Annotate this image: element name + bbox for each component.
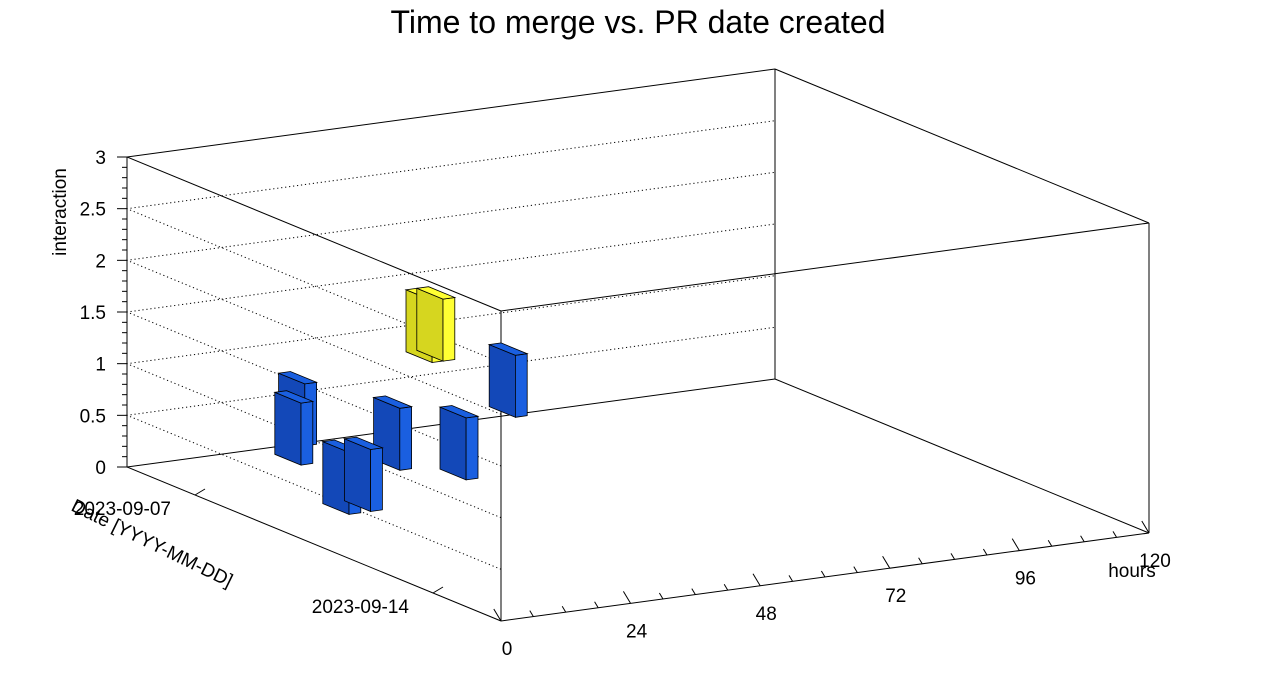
bar-side (488, 344, 516, 418)
z-axis-title: interaction (50, 168, 71, 256)
bar (273, 390, 315, 466)
x-tick (529, 610, 534, 617)
bar-front (300, 400, 314, 466)
bar-front (465, 415, 479, 481)
x-tick (1047, 539, 1053, 547)
axis-ticks (117, 156, 1150, 622)
x-tick-label: 48 (756, 604, 777, 625)
x-tick (1112, 531, 1118, 538)
x-tick (950, 553, 956, 560)
z-tick-label: 1.5 (80, 303, 106, 324)
bar-front (370, 447, 383, 512)
z-tick-label: 0 (95, 458, 106, 479)
x-tick (1080, 535, 1085, 543)
bar-top (342, 436, 384, 450)
bar-top (415, 286, 457, 300)
frame-edge (500, 222, 1150, 312)
x-tick (691, 588, 696, 595)
x-tick-label: 72 (885, 586, 906, 607)
frame-edge (126, 68, 776, 158)
axes-frame (126, 68, 1150, 622)
x-tick-label: 120 (1139, 551, 1171, 572)
x-tick (658, 592, 664, 600)
x-tick (723, 583, 729, 591)
bar-top (277, 371, 319, 385)
x-tick (882, 555, 891, 569)
bar (342, 436, 384, 513)
z-gridline (125, 171, 776, 415)
bar-side (343, 438, 372, 513)
bar (438, 405, 480, 481)
z-tick-label: 1 (95, 355, 106, 376)
y-tick-label: 2023-09-07 (74, 499, 171, 520)
bars (273, 286, 529, 515)
x-tick (561, 605, 567, 613)
x-axis-title: hours (1108, 561, 1156, 582)
bar-front (442, 297, 456, 362)
x-tick (493, 608, 502, 622)
frame-edge (774, 68, 1150, 224)
bar-side (416, 287, 444, 362)
x-tick (853, 566, 858, 573)
bar-top (438, 405, 480, 419)
z-tick-label: 3 (95, 148, 106, 169)
frame-edge (126, 466, 502, 622)
bar-top (372, 395, 414, 409)
x-tick (594, 601, 599, 609)
bar-top (487, 342, 529, 356)
x-tick (820, 570, 826, 578)
y-tick (432, 586, 444, 594)
tick-labels: 0 0.5 1 1.5 2 2.5 3 0 24 48 72 96 120 2023-09-07 2023-… (74, 148, 1171, 660)
x-tick (982, 548, 988, 556)
bar-front (399, 406, 413, 471)
y-tick-label: 2023-09-14 (312, 597, 410, 618)
bar-top (273, 390, 315, 404)
z-tick-label: 0.5 (80, 406, 106, 427)
y-tick (194, 488, 206, 496)
frame-edge (774, 378, 1150, 534)
x-tick (918, 557, 923, 565)
x-tick (788, 575, 794, 582)
bar (415, 286, 457, 362)
x-tick-label: 0 (502, 639, 513, 660)
x-tick (1011, 538, 1020, 551)
bar (487, 342, 529, 418)
x-tick-label: 24 (626, 621, 648, 642)
x-tick (752, 573, 761, 587)
bar-side (439, 406, 467, 481)
x-tick-label: 96 (1015, 569, 1036, 590)
bar-front (515, 353, 528, 418)
x-tick (1141, 520, 1150, 534)
bar-side (274, 391, 302, 466)
z-tick-label: 2.5 (80, 200, 106, 221)
frame-edge (126, 156, 502, 312)
z-tick-label: 2 (95, 251, 106, 272)
x-tick (622, 591, 632, 604)
chart-title: Time to merge vs. PR date created (390, 4, 885, 40)
